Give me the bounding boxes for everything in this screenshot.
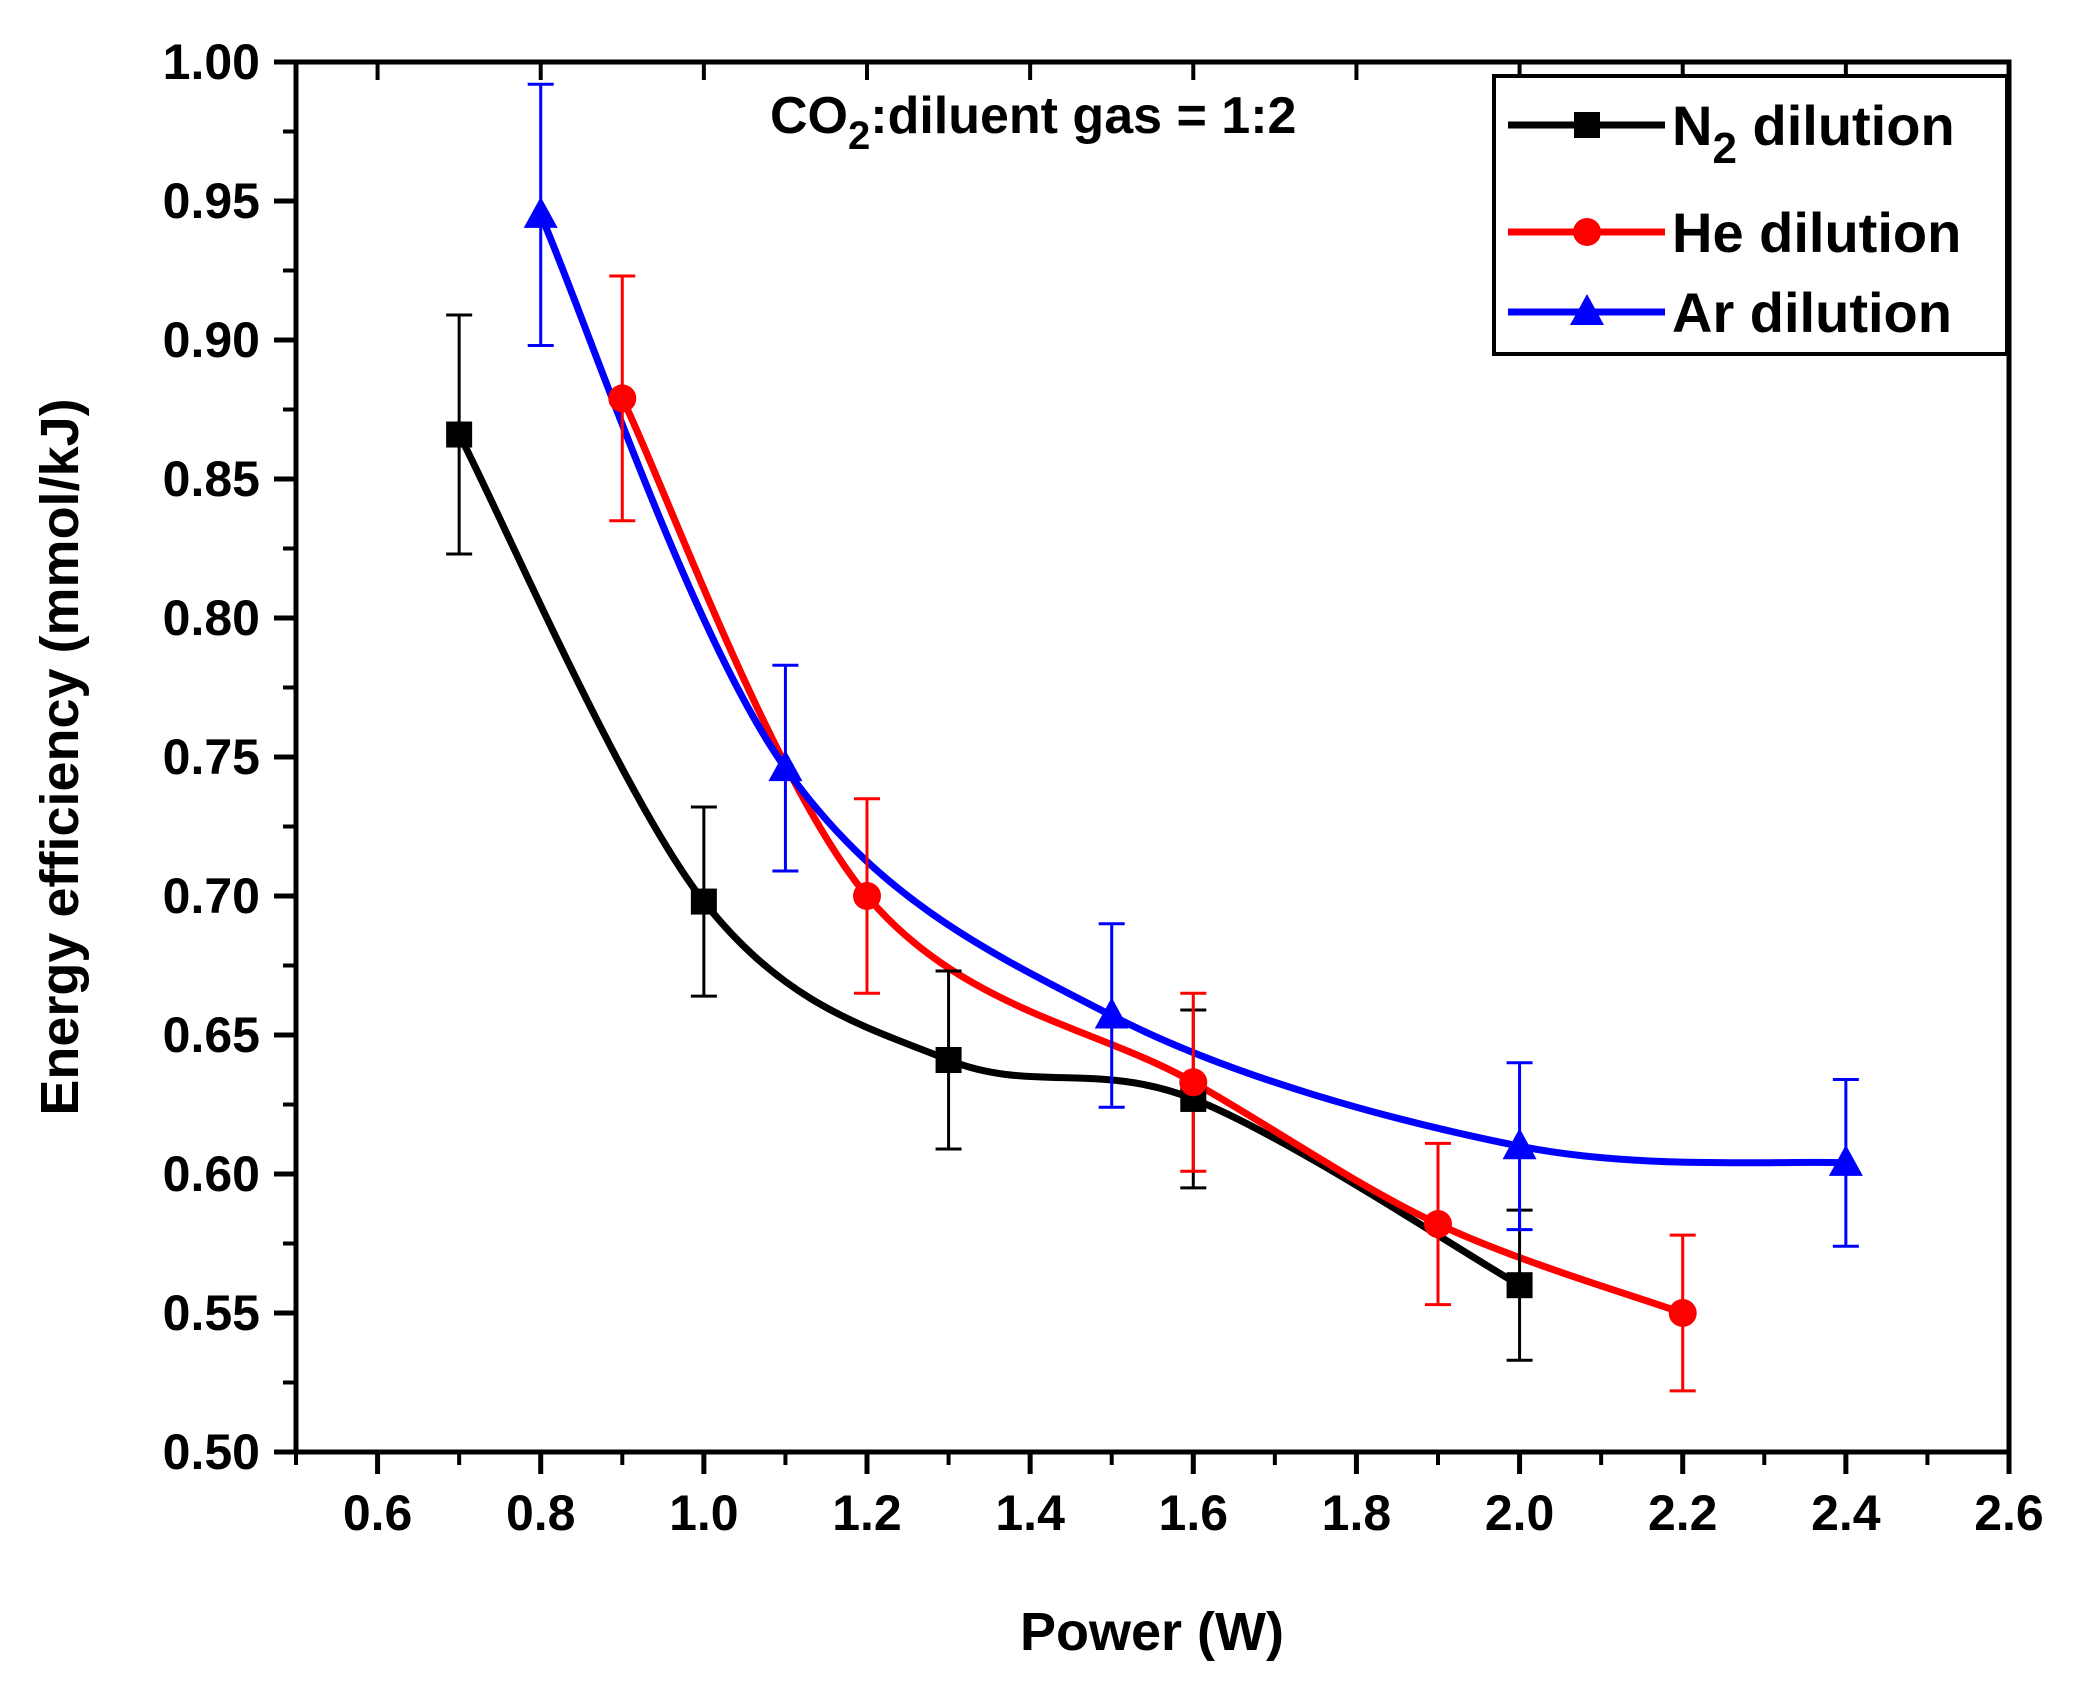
x-tick-label: 1.2 <box>832 1485 902 1541</box>
annotation-text: CO2:diluent gas = 1:2 <box>770 87 1296 158</box>
x-tick-label: 0.6 <box>343 1485 413 1541</box>
he-dilution-point <box>1424 1210 1452 1239</box>
y-tick-label: 0.60 <box>163 1146 260 1202</box>
x-tick-label: 1.8 <box>1322 1485 1392 1541</box>
annotation-subscript: 2 <box>848 114 870 158</box>
he-dilution-point <box>608 384 637 413</box>
x-axis-ticks: 0.6 0.8 1.0 1.2 1.4 1.6 1.8 2.0 2.2 2.4 2.6 <box>294 62 2044 1541</box>
he-dilution-point <box>1668 1299 1697 1327</box>
legend-item-ar-dilution: Ar dilution <box>1508 281 1952 344</box>
y-tick-label: 0.65 <box>163 1007 260 1063</box>
legend: N2 dilution He dilution Ar dilution <box>1492 74 2009 356</box>
x-tick-label: 1.0 <box>669 1485 739 1541</box>
n2-dilution-point <box>446 421 473 448</box>
ar-dilution-point <box>1502 1128 1537 1160</box>
data-markers <box>446 196 1863 1327</box>
y-tick-label: 0.95 <box>163 173 260 229</box>
y-tick-label: 0.55 <box>163 1285 260 1341</box>
x-tick-label: 2.6 <box>1974 1485 2044 1541</box>
legend-label-main: N <box>1672 94 1712 157</box>
legend-label-rest: dilution <box>1737 94 1955 157</box>
legend-item-n2-dilution: N2 dilution <box>1508 94 1955 173</box>
ar-dilution-point <box>1828 1144 1863 1176</box>
ar-dilution-curve <box>537 211 1850 1167</box>
annotation-prefix: CO <box>770 87 848 145</box>
legend-label-main: Ar dilution <box>1672 281 1952 344</box>
legend-swatch-marker <box>1574 112 1600 138</box>
y-tick-label: 0.90 <box>163 312 260 368</box>
legend-swatch-marker <box>1573 218 1601 246</box>
y-tick-label: 0.80 <box>163 590 260 646</box>
y-tick-label: 1.00 <box>163 34 260 90</box>
legend-item-he-dilution: He dilution <box>1508 201 1961 264</box>
ar-dilution-point <box>768 750 803 782</box>
y-tick-label: 0.50 <box>163 1424 260 1480</box>
fit-curves <box>455 211 1850 1317</box>
x-axis-label: Power (W) <box>1020 1602 1284 1662</box>
y-tick-label: 0.85 <box>163 451 260 507</box>
x-tick-label: 2.2 <box>1648 1485 1718 1541</box>
he-dilution-point <box>1179 1068 1208 1097</box>
error-bars <box>446 82 1859 1393</box>
legend-label-subscript: 2 <box>1712 124 1736 173</box>
legend-label: He dilution <box>1672 201 1961 264</box>
ar-dilution-point <box>1094 997 1129 1029</box>
legend-swatch-marker <box>1570 294 1604 325</box>
x-tick-label: 0.8 <box>506 1485 576 1541</box>
legend-label-main: He dilution <box>1672 201 1961 264</box>
he-dilution-point <box>853 882 881 910</box>
n2-dilution-curve <box>455 431 1524 1289</box>
n2-dilution-point <box>1506 1272 1533 1299</box>
legend-label: N2 dilution <box>1672 94 1955 173</box>
annotation-suffix: :diluent gas = 1:2 <box>870 87 1296 145</box>
legend-label: Ar dilution <box>1672 281 1952 344</box>
y-tick-label: 0.75 <box>163 729 260 785</box>
x-tick-label: 1.4 <box>995 1485 1065 1541</box>
y-axis-label: Energy efficiency (mmol/kJ) <box>30 398 90 1115</box>
ar-dilution-point <box>523 196 558 228</box>
y-tick-label: 0.70 <box>163 868 260 924</box>
n2-dilution-point <box>935 1047 962 1074</box>
x-tick-label: 2.0 <box>1485 1485 1555 1541</box>
y-axis-ticks: 0.50 0.55 0.60 0.65 0.70 0.75 0.80 0.85 0.90 0.95… <box>163 34 296 1480</box>
he-dilution-curve <box>618 394 1687 1317</box>
x-tick-label: 2.4 <box>1811 1485 1881 1541</box>
x-tick-label: 1.6 <box>1159 1485 1229 1541</box>
n2-dilution-point <box>690 888 717 915</box>
